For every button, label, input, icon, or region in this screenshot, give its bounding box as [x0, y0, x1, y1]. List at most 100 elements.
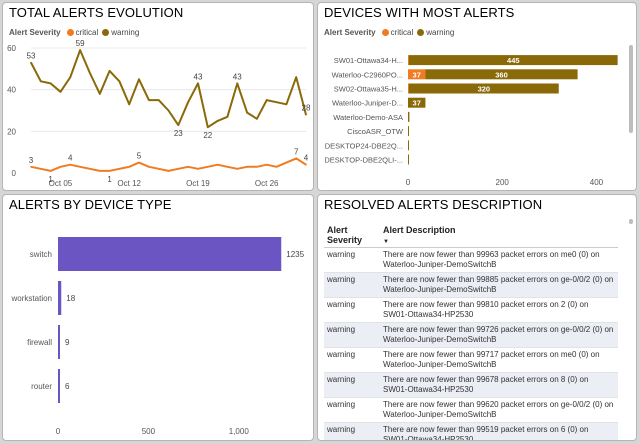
data-point-warning [167, 109, 170, 112]
x-tick-label: Oct 05 [49, 179, 73, 188]
category-label: SW02-Ottawa35-H... [334, 85, 403, 94]
y-tick-label: 0 [12, 169, 17, 178]
data-label: 5 [137, 152, 142, 161]
category-label: workstation [11, 294, 52, 303]
series-line-warning [30, 49, 307, 129]
data-point-critical [157, 168, 160, 170]
description-cell: There are now fewer than 99810 packet er… [380, 297, 618, 323]
data-point-critical [89, 168, 91, 170]
data-label: 53 [27, 52, 36, 61]
data-point-critical [30, 165, 32, 168]
bar-critical [408, 69, 426, 80]
table-row[interactable]: warning There are now fewer than 99963 pa… [324, 247, 618, 273]
data-point-critical [177, 168, 180, 170]
x-tick-label: 200 [496, 178, 510, 187]
data-label: 1 [107, 175, 112, 184]
bar-value-label: 9 [65, 338, 70, 347]
bar-value-label: 37 [413, 70, 421, 79]
y-tick-label: 40 [7, 86, 16, 95]
x-tick-label: Oct 19 [186, 179, 210, 188]
vertical-scrollbar[interactable] [629, 219, 633, 224]
data-point-critical [197, 168, 199, 170]
description-cell: There are now fewer than 99678 packet er… [380, 372, 618, 398]
legend-item-warning[interactable]: warning [102, 28, 139, 37]
data-point-critical [305, 163, 307, 166]
table-row[interactable]: warning There are now fewer than 99885 pa… [324, 272, 618, 298]
x-tick-label: 0 [406, 178, 411, 187]
data-point-warning [275, 101, 278, 103]
table-row[interactable]: warning There are now fewer than 99810 pa… [324, 297, 618, 323]
bar-value-label: 320 [478, 85, 491, 94]
bar-value-label: 6 [65, 382, 70, 391]
data-point-warning [305, 113, 307, 116]
data-point-warning [148, 99, 150, 101]
data-point-warning [295, 76, 297, 78]
description-cell: There are now fewer than 99885 packet er… [380, 272, 618, 298]
category-label: Waterloo-Juniper-D... [332, 99, 403, 108]
category-label: DESKTOP-DBE2QLI-... [324, 156, 403, 165]
legend-dot-critical [66, 29, 74, 37]
table-row[interactable]: warning There are now fewer than 99678 pa… [324, 372, 618, 398]
bar [58, 237, 282, 271]
data-point-warning [108, 70, 111, 72]
data-point-warning [59, 90, 62, 93]
legend-item-warning[interactable]: warning [417, 28, 454, 37]
data-point-critical [275, 165, 278, 168]
data-point-critical [206, 165, 209, 168]
data-label: 1 [48, 175, 53, 184]
data-label: 28 [302, 104, 311, 113]
panel-title: ALERTS BY DEVICE TYPE [9, 197, 172, 212]
bar [58, 281, 62, 315]
category-label: DESKTOP24-DBE2Q... [325, 141, 403, 150]
data-point-warning [246, 111, 248, 114]
table-row[interactable]: warning There are now fewer than 99620 pa… [324, 397, 618, 423]
column-header-label: Alert Severity [327, 225, 363, 245]
data-point-warning [206, 126, 209, 128]
vertical-scrollbar[interactable] [629, 45, 633, 133]
data-point-critical [167, 170, 170, 172]
x-tick-label: 500 [142, 427, 156, 436]
sort-descending-icon[interactable]: ▼ [383, 239, 389, 245]
data-point-critical [246, 165, 248, 168]
resolved-alerts-table: Alert Severity Alert Description ▼ warnin… [324, 223, 618, 440]
alerts-by-device-type-panel: ALERTS BY DEVICE TYPE 0 500 1,000 switch 123… [2, 194, 314, 441]
table-row[interactable]: warning There are now fewer than 99519 pa… [324, 422, 618, 440]
legend-dot-critical [381, 29, 389, 37]
devices-most-alerts-panel: DEVICES WITH MOST ALERTS Alert Severity … [317, 2, 637, 191]
data-point-warning [79, 49, 81, 51]
x-tick-label: 0 [56, 427, 61, 436]
severity-cell: warning [324, 247, 380, 273]
data-label: 23 [174, 129, 183, 138]
data-point-warning [187, 101, 189, 103]
resolved-alerts-panel: RESOLVED ALERTS DESCRIPTION Alert Severi… [317, 194, 637, 441]
data-point-critical [187, 165, 189, 168]
table-row[interactable]: warning There are now fewer than 99717 pa… [324, 347, 618, 373]
bar-warning [408, 55, 618, 66]
data-point-warning [236, 82, 239, 85]
data-point-critical [69, 163, 72, 166]
data-point-critical [40, 168, 42, 170]
severity-cell: warning [324, 322, 380, 348]
panel-title: RESOLVED ALERTS DESCRIPTION [324, 197, 543, 212]
description-cell: There are now fewer than 99963 packet er… [380, 247, 618, 273]
data-point-critical [216, 163, 219, 166]
panel-title: TOTAL ALERTS EVOLUTION [9, 5, 184, 20]
total-alerts-evolution-panel: TOTAL ALERTS EVOLUTION Alert Severity cr… [2, 2, 314, 191]
legend-item-critical[interactable]: critical [66, 28, 98, 37]
table-row[interactable]: warning There are now fewer than 99726 pa… [324, 322, 618, 348]
category-label: Waterloo-C2960PO... [332, 70, 403, 79]
data-point-critical [285, 161, 288, 164]
column-header-label: Alert Description [383, 225, 456, 235]
data-point-warning [49, 82, 52, 85]
legend-label: critical [390, 28, 414, 37]
data-point-critical [295, 157, 297, 160]
legend-item-critical[interactable]: critical [381, 28, 414, 37]
bar-value-label: 18 [66, 294, 75, 303]
bar-critical [408, 55, 409, 66]
chart-legend: Alert Severity critical warning [324, 28, 454, 37]
column-header-description[interactable]: Alert Description ▼ [380, 223, 618, 248]
column-header-severity[interactable]: Alert Severity [324, 223, 380, 248]
bar-value-label: 360 [495, 70, 508, 79]
devices-bar-chart: 0 200 400 SW01-Ottawa34-H... 445 Waterloo-C29… [324, 55, 618, 187]
